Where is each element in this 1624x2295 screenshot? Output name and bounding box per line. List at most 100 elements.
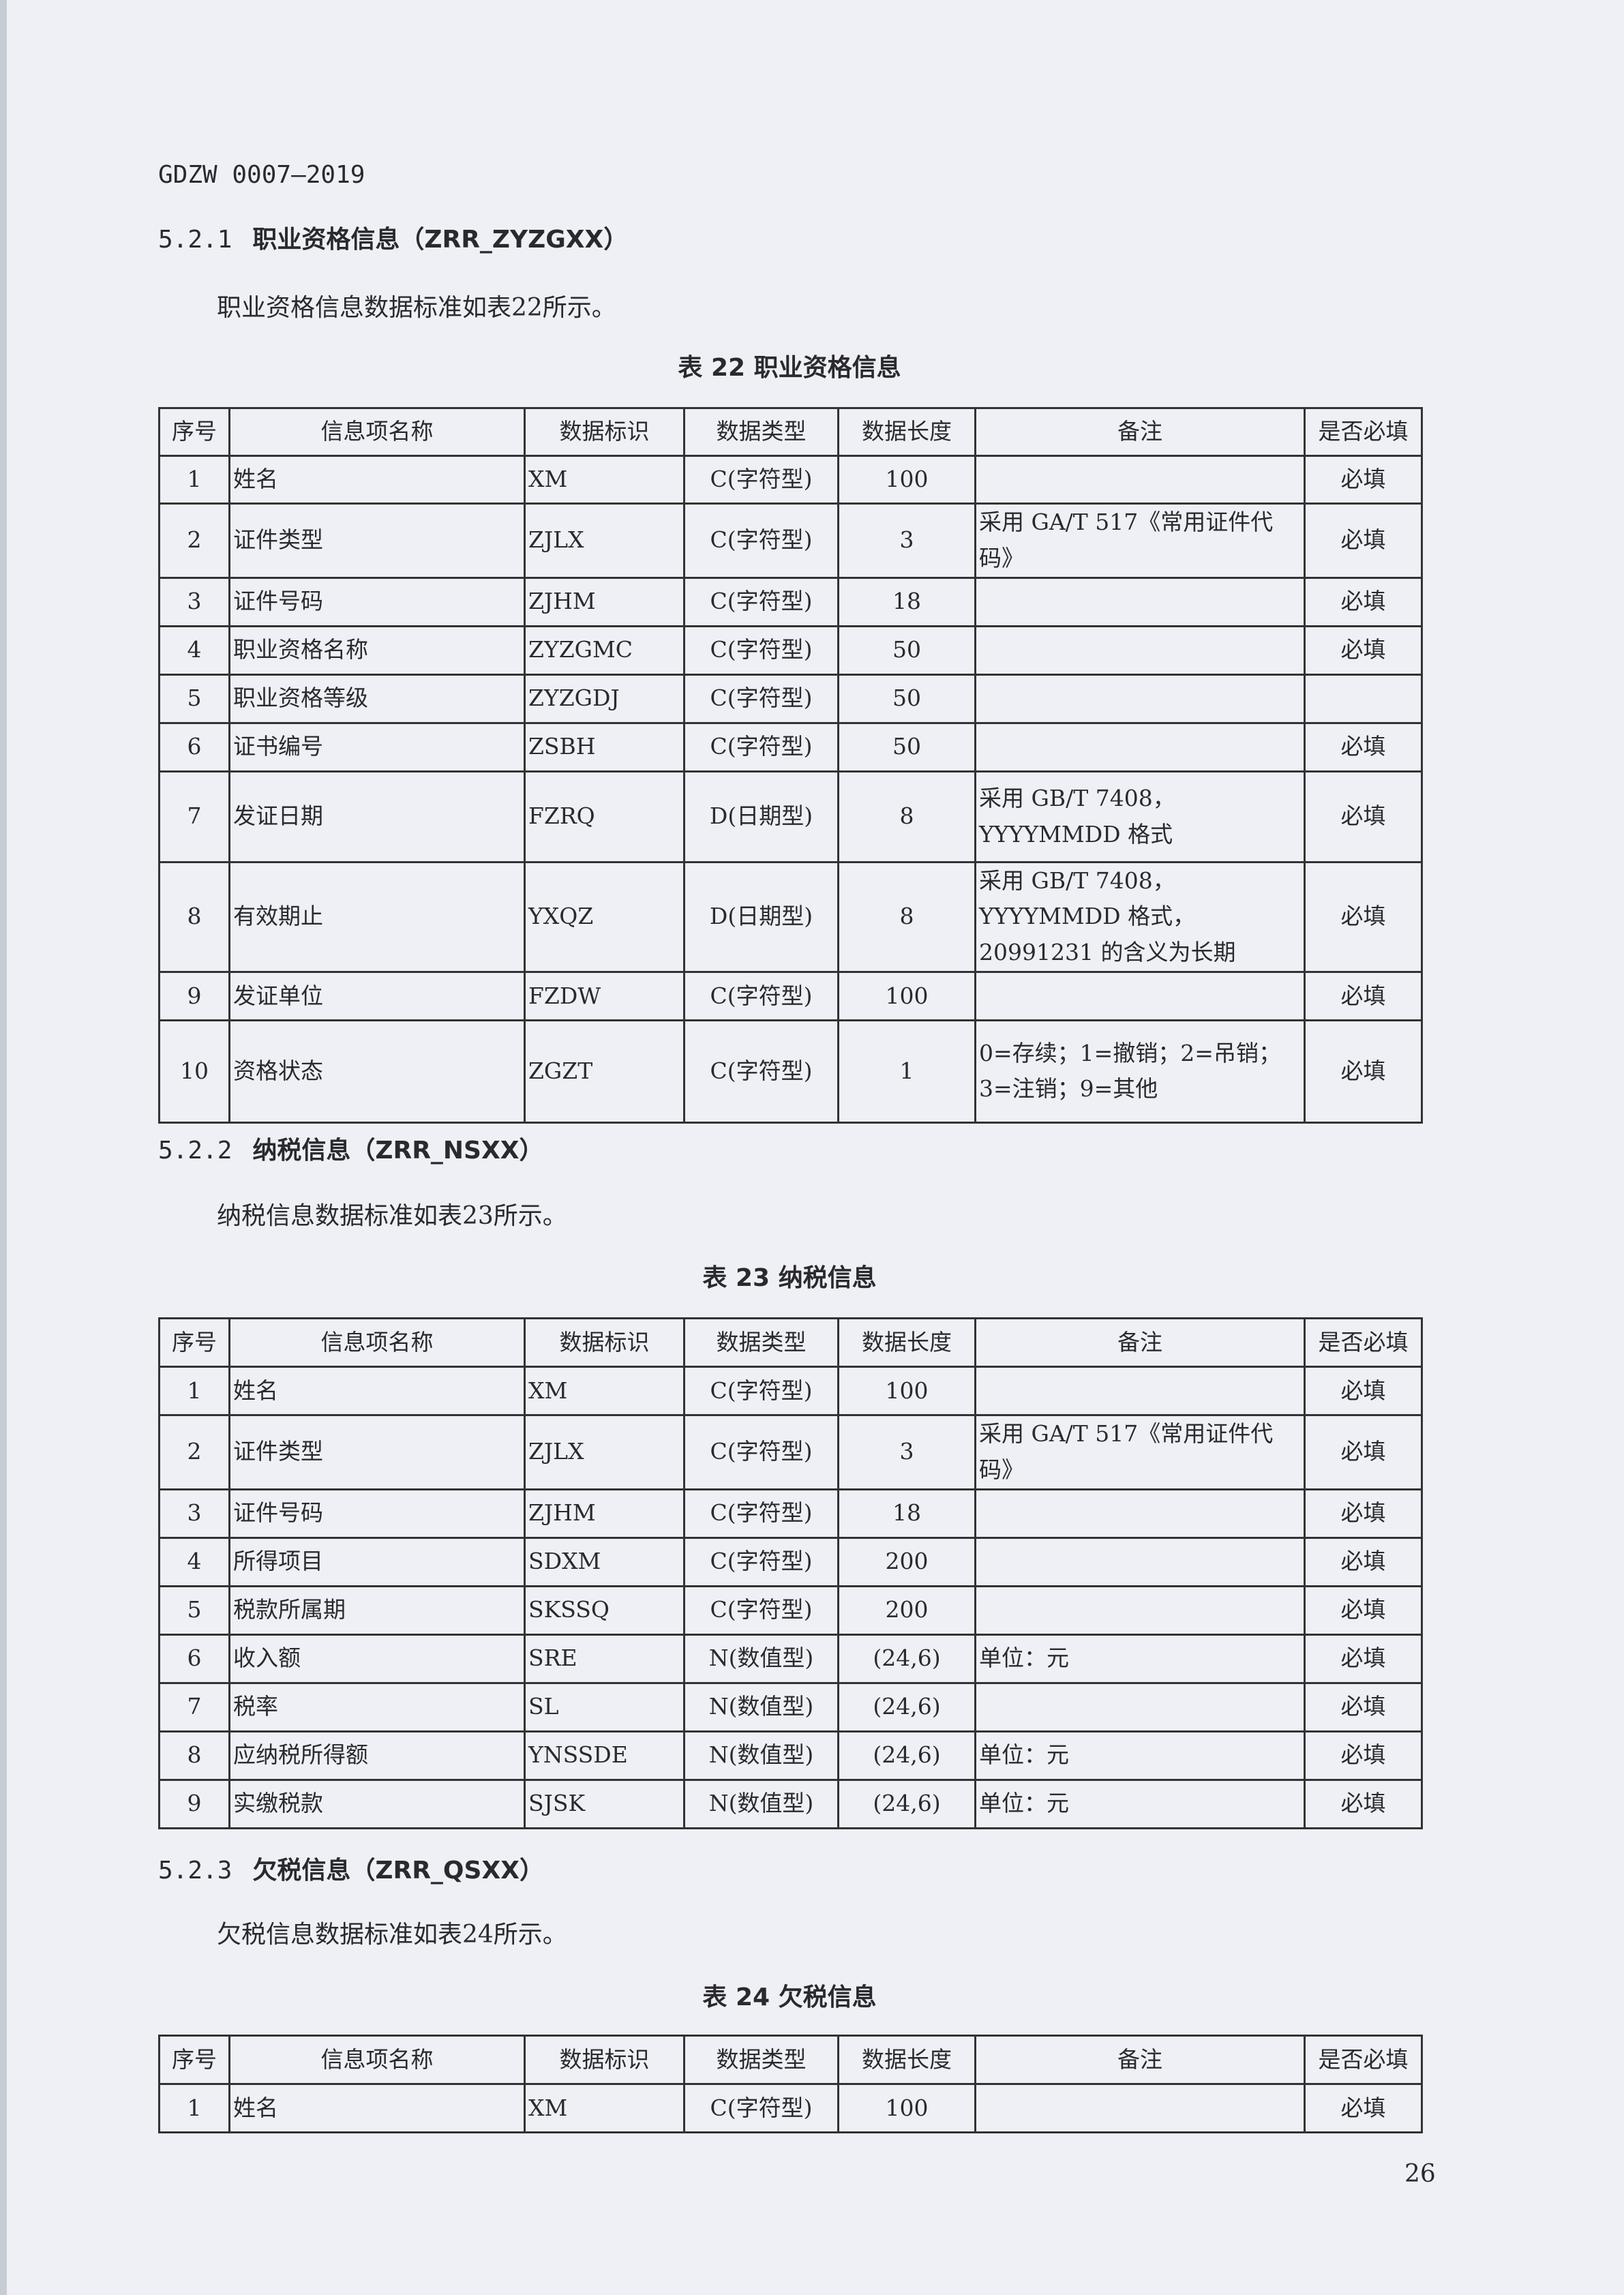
column-header: 序号 (158, 2035, 230, 2085)
table-header-row: 序号 信息项名称 数据标识 数据类型 数据长度 备注 是否必填 (158, 407, 1423, 457)
table-cell: SL (524, 1681, 685, 1732)
column-header: 数据类型 (683, 1317, 839, 1368)
table-cell: 有效期止 (228, 860, 526, 973)
column-header: 数据长度 (837, 1317, 976, 1368)
table-row: 8 应纳税所得额 YNSSDE N(数值型) (24,6) 单位：元 必填 (158, 1730, 1423, 1781)
table-cell: 8 (158, 860, 230, 973)
table-cell: 税款所属期 (228, 1585, 526, 1636)
table-cell: C(字符型) (683, 576, 839, 627)
table-cell: 50 (837, 721, 976, 772)
section-number: 5.2.2 (158, 1137, 232, 1165)
column-header: 是否必填 (1304, 407, 1423, 457)
table-cell: 3 (158, 1488, 230, 1539)
table-cell (974, 455, 1306, 505)
table-cell (974, 970, 1306, 1021)
table-cell: N(数值型) (683, 1633, 839, 1684)
table-cell: 必填 (1304, 1730, 1423, 1781)
table-cell: YNSSDE (524, 1730, 685, 1781)
table-row: 4 职业资格名称 ZYZGMC C(字符型) 50 必填 (158, 625, 1423, 676)
table-cell: 6 (158, 1633, 230, 1684)
document-id: GDZW 0007—2019 (158, 161, 365, 189)
table-cell: C(字符型) (683, 625, 839, 676)
table-cell: 5 (158, 1585, 230, 1636)
table-cell: 7 (158, 770, 230, 863)
table-cell: SKSSQ (524, 1585, 685, 1636)
table-cell: 必填 (1304, 860, 1423, 973)
table-cell: (24,6) (837, 1681, 976, 1732)
table-cell: ZYZGDJ (524, 673, 685, 724)
column-header: 是否必填 (1304, 1317, 1423, 1368)
table-cell: 4 (158, 625, 230, 676)
table-row: 1 姓名 XM C(字符型) 100 必填 (158, 2083, 1423, 2133)
section-heading: 5.2.2 纳税信息（ZRR_NSXX） (158, 1130, 544, 1166)
table-cell: 必填 (1304, 1366, 1423, 1416)
table-cell: SDXM (524, 1536, 685, 1587)
table-cell: 5 (158, 673, 230, 724)
table-cell: 1 (158, 1366, 230, 1416)
table-cell: 9 (158, 970, 230, 1021)
section-title: 欠税信息（ZRR_QSXX） (252, 1857, 544, 1885)
table-cell: 4 (158, 1536, 230, 1587)
table-cell: 单位：元 (974, 1730, 1306, 1781)
table-cell: N(数值型) (683, 1778, 839, 1829)
table-cell: 100 (837, 2083, 976, 2133)
table-cell: 18 (837, 576, 976, 627)
table-cell (974, 1366, 1306, 1416)
table-cell: 采用 GA/T 517《常用证件代码》 (974, 502, 1306, 579)
table-cell: 应纳税所得额 (228, 1730, 526, 1781)
table-cell: 1 (158, 2083, 230, 2133)
table-cell: FZRQ (524, 770, 685, 863)
table-row: 10 资格状态 ZGZT C(字符型) 1 0=存续；1=撤销；2=吊销；3=注销；9=其… (158, 1019, 1423, 1124)
table-cell (974, 2083, 1306, 2133)
table-row: 1 姓名 XM C(字符型) 100 必填 (158, 455, 1423, 505)
table-row: 7 税率 SL N(数值型) (24,6) 必填 (158, 1681, 1423, 1732)
table-cell: 实缴税款 (228, 1778, 526, 1829)
table-cell: C(字符型) (683, 1019, 839, 1124)
table-cell (974, 625, 1306, 676)
table-cell: C(字符型) (683, 673, 839, 724)
table-cell: 1 (837, 1019, 976, 1124)
table-header-row: 序号 信息项名称 数据标识 数据类型 数据长度 备注 是否必填 (158, 1317, 1423, 1368)
table-cell: XM (524, 1366, 685, 1416)
table-cell: 100 (837, 1366, 976, 1416)
table-caption: 表 23 纳税信息 (702, 1264, 877, 1292)
data-table: 序号 信息项名称 数据标识 数据类型 数据长度 备注 是否必填 1 姓名 XM C(字符型) 100 必… (158, 2035, 1423, 2133)
table-cell: 证件类型 (228, 1414, 526, 1490)
table-cell: YXQZ (524, 860, 685, 973)
table-cell: 证件类型 (228, 502, 526, 579)
table-cell: 税率 (228, 1681, 526, 1732)
table-cell: D(日期型) (683, 770, 839, 863)
table-row: 1 姓名 XM C(字符型) 100 必填 (158, 1366, 1423, 1416)
table-cell: 证件号码 (228, 1488, 526, 1539)
table-cell: FZDW (524, 970, 685, 1021)
data-table: 序号 信息项名称 数据标识 数据类型 数据长度 备注 是否必填 1 姓名 XM C(字符型) 100 必… (158, 1317, 1423, 1829)
table-cell (974, 1585, 1306, 1636)
table-cell: 必填 (1304, 455, 1423, 505)
table-cell (974, 1488, 1306, 1539)
table-cell: 100 (837, 970, 976, 1021)
column-header: 信息项名称 (228, 1317, 526, 1368)
table-cell: SRE (524, 1633, 685, 1684)
table-cell: 0=存续；1=撤销；2=吊销；3=注销；9=其他 (974, 1019, 1306, 1124)
table-cell: C(字符型) (683, 2083, 839, 2133)
table-cell: 必填 (1304, 970, 1423, 1021)
table-cell: ZGZT (524, 1019, 685, 1124)
table-cell: 职业资格等级 (228, 673, 526, 724)
table-cell: SJSK (524, 1778, 685, 1829)
table-caption: 表 22 职业资格信息 (678, 354, 901, 382)
table-cell: 必填 (1304, 1778, 1423, 1829)
section-heading: 5.2.1 职业资格信息（ZRR_ZYZGXX） (158, 220, 628, 255)
table-cell: (24,6) (837, 1633, 976, 1684)
table-cell: 单位：元 (974, 1633, 1306, 1684)
table-cell: 采用 GB/T 7408，YYYYMMDD 格式，20991231 的含义为长期 (974, 860, 1306, 973)
table-cell: 18 (837, 1488, 976, 1539)
table-cell: 10 (158, 1019, 230, 1124)
table-cell: ZYZGMC (524, 625, 685, 676)
table-row: 6 收入额 SRE N(数值型) (24,6) 单位：元 必填 (158, 1633, 1423, 1684)
column-header: 是否必填 (1304, 2035, 1423, 2085)
column-header: 数据标识 (524, 2035, 685, 2085)
table-cell: N(数值型) (683, 1681, 839, 1732)
table-cell (974, 721, 1306, 772)
table-cell: 采用 GA/T 517《常用证件代码》 (974, 1414, 1306, 1490)
column-header: 数据标识 (524, 1317, 685, 1368)
